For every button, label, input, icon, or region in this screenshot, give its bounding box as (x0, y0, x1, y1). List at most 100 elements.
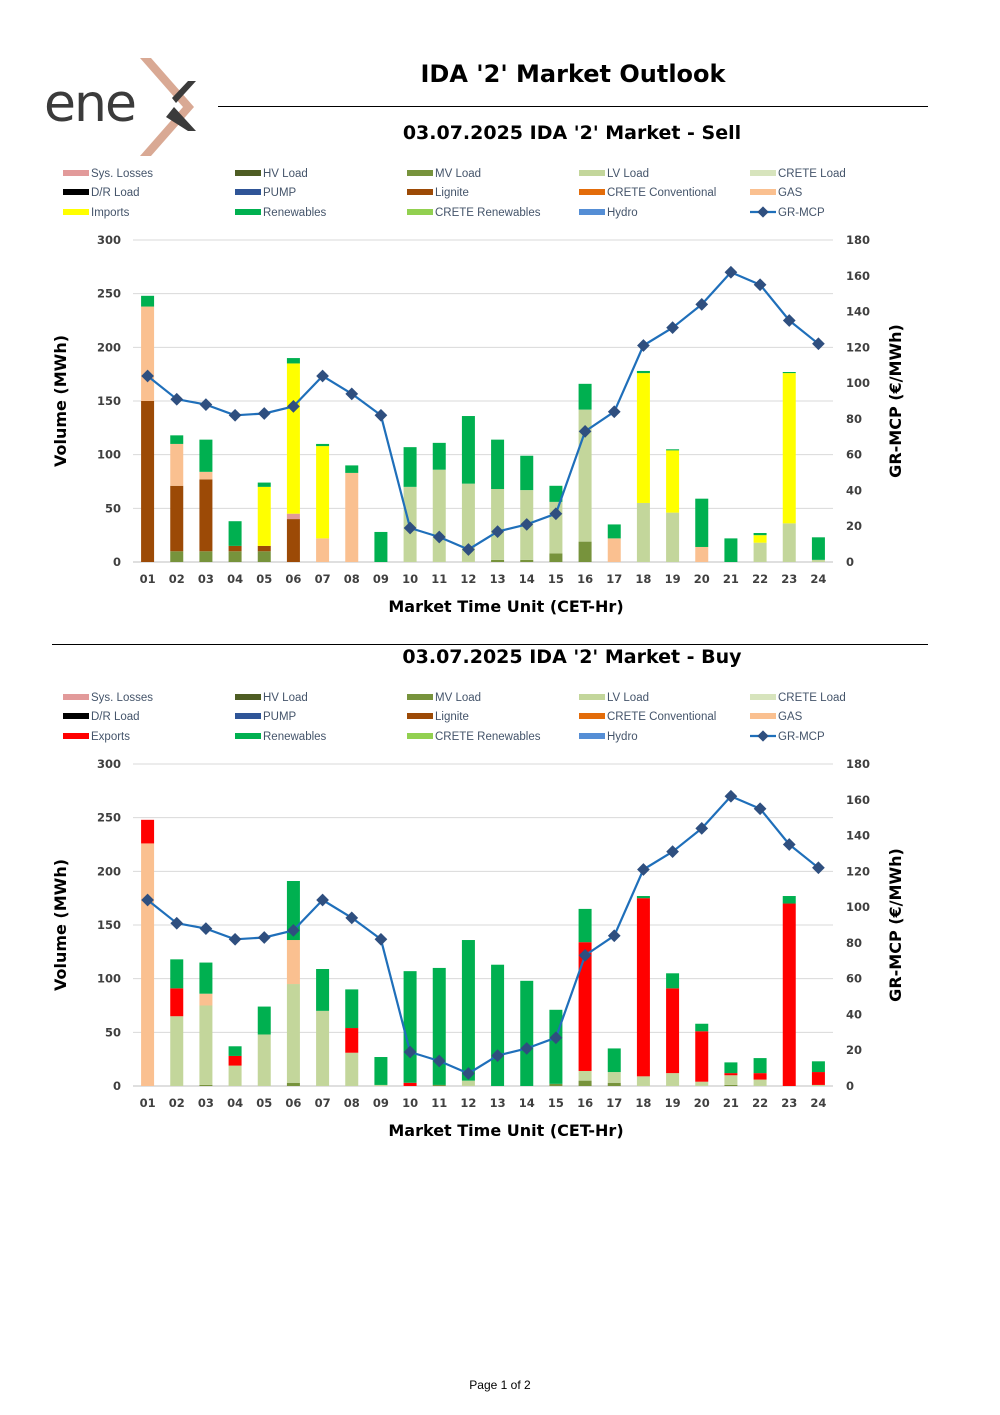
page-footer: Page 1 of 2 (469, 1378, 531, 1392)
bar-lv-load (607, 1072, 621, 1083)
bar-lv-load (228, 1065, 242, 1086)
bar-exports (141, 819, 155, 844)
legend-swatch-lignite (407, 189, 433, 195)
bar-exports (636, 898, 650, 1077)
y2-tick-label: 120 (846, 340, 870, 354)
bar-renewables (199, 439, 213, 472)
bar-renewables (578, 383, 592, 410)
bar-sys-losses (286, 513, 300, 520)
bar-gas (199, 471, 213, 480)
bar-renewables (753, 533, 767, 536)
bar-gas (199, 993, 213, 1006)
legend-label-gas: GAS (778, 187, 803, 199)
gr-mcp-marker (257, 931, 271, 944)
y2-tick-label: 20 (846, 1043, 862, 1057)
y-axis-title: Volume (MWh) (51, 859, 70, 991)
sell-chart: 03.07.2025 IDA '2' Market - Sell Sys. Los… (51, 122, 905, 616)
bar-renewables (257, 1006, 271, 1035)
bar-lv-load (636, 1076, 650, 1086)
legend-label-renewables: Renewables (263, 731, 327, 743)
gr-mcp-marker (199, 922, 213, 935)
legend-label-d-r-load: D/R Load (91, 187, 140, 199)
gr-mcp-marker (257, 407, 271, 420)
bar-lv-load (811, 1084, 825, 1086)
bar-renewables (257, 482, 271, 487)
bar-exports (345, 1028, 359, 1053)
gr-mcp-marker (345, 911, 359, 925)
x-tick-label: 22 (752, 1096, 768, 1110)
y-tick-label: 50 (105, 1025, 121, 1039)
bar-lignite (228, 545, 242, 552)
y2-tick-label: 60 (846, 448, 862, 462)
bar-gas (141, 306, 155, 401)
gr-mcp-marker (549, 1031, 563, 1045)
x-tick-label: 20 (694, 572, 710, 586)
bar-lv-load (345, 1052, 359, 1086)
x-tick-label: 12 (460, 572, 476, 586)
y2-tick-label: 100 (846, 900, 870, 914)
y-tick-label: 250 (97, 811, 121, 825)
report-title: IDA '2' Market Outlook (420, 60, 726, 88)
legend-label-lignite: Lignite (435, 711, 469, 723)
gr-mcp-marker (607, 405, 621, 419)
bar-mv-load (578, 1080, 592, 1086)
legend-swatch-crete-load (750, 694, 776, 700)
enex-logo: ene (44, 58, 196, 156)
y2-tick-label: 40 (846, 483, 862, 497)
y2-tick-label: 0 (846, 555, 854, 569)
bar-renewables (549, 1009, 563, 1084)
bar-renewables (286, 358, 300, 364)
x-tick-label: 20 (694, 1096, 710, 1110)
y-tick-label: 150 (97, 918, 121, 932)
gr-mcp-marker (228, 932, 242, 946)
legend-label-crete-load: CRETE Load (778, 692, 846, 704)
bar-gas (286, 940, 300, 985)
x-tick-label: 15 (548, 572, 564, 586)
legend-label-lv-load: LV Load (607, 168, 649, 180)
bar-imports (636, 373, 650, 503)
legend-label-imports: Imports (91, 207, 130, 219)
chart-title: 03.07.2025 IDA '2' Market - Sell (403, 122, 741, 144)
bar-lv-load (782, 523, 796, 562)
bar-renewables (520, 455, 534, 491)
gr-mcp-marker (607, 929, 621, 943)
y2-tick-label: 100 (846, 376, 870, 390)
y2-tick-label: 160 (846, 793, 870, 807)
x-tick-label: 06 (285, 572, 301, 586)
legend-label-pump: PUMP (263, 187, 297, 199)
bar-mv-load (549, 553, 563, 562)
x-tick-label: 07 (315, 1096, 331, 1110)
bar-renewables (374, 531, 388, 562)
bar-renewables (578, 908, 592, 943)
legend-label-sys-losses: Sys. Losses (91, 168, 153, 180)
gr-mcp-marker (287, 400, 300, 413)
bar-renewables (724, 1062, 738, 1074)
x-tick-label: 17 (606, 1096, 622, 1110)
bar-lv-load (636, 502, 650, 562)
legend-swatch-pump (235, 713, 261, 719)
x-tick-label: 21 (723, 1096, 739, 1110)
bar-imports (257, 486, 271, 546)
bar-gas (607, 538, 621, 562)
bar-renewables (782, 896, 796, 904)
x-tick-label: 03 (198, 1096, 214, 1110)
bar-renewables (695, 1023, 709, 1032)
x-tick-label: 24 (810, 1096, 826, 1110)
bar-lv-load (666, 512, 680, 562)
bar-renewables (520, 980, 534, 1086)
bar-renewables (228, 1046, 242, 1056)
y2-tick-label: 120 (846, 864, 870, 878)
bar-gas (345, 472, 359, 562)
legend-label-renewables: Renewables (263, 207, 327, 219)
y-tick-label: 100 (97, 972, 121, 986)
y2-tick-label: 60 (846, 972, 862, 986)
bar-renewables (432, 442, 446, 470)
legend-label-crete-conventional: CRETE Conventional (607, 187, 716, 199)
legend-label-hydro: Hydro (607, 731, 638, 743)
bar-renewables (141, 295, 155, 307)
bar-lv-load (286, 984, 300, 1083)
bar-gas (141, 843, 155, 1086)
y-tick-label: 200 (97, 340, 121, 354)
bar-renewables (461, 416, 475, 484)
x-tick-label: 09 (373, 1096, 389, 1110)
